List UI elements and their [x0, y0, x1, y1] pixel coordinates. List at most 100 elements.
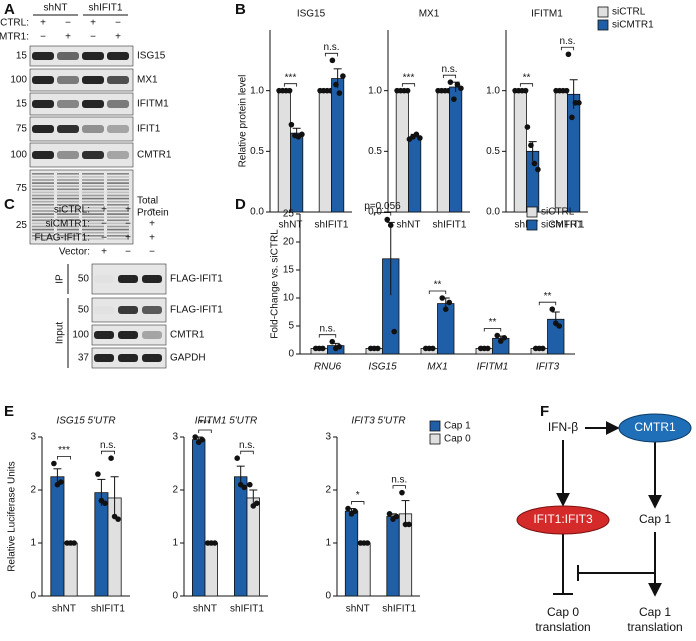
- data-point: [539, 345, 546, 352]
- significance-label: n.s.: [239, 440, 255, 451]
- significance-bracket: [401, 83, 416, 87]
- blot-band: [57, 207, 79, 209]
- legend-swatch: [597, 6, 609, 18]
- data-point: [364, 540, 371, 546]
- data-point: [535, 166, 541, 173]
- data-point: [102, 500, 108, 507]
- lane-sign: −: [40, 32, 46, 43]
- significance-bracket: [519, 83, 534, 87]
- blot-band: [32, 182, 54, 184]
- mw-marker: 100: [72, 330, 89, 341]
- data-point: [387, 222, 394, 228]
- blot-band: [142, 354, 162, 362]
- blot-band: [107, 235, 129, 237]
- significance-bracket: [373, 212, 392, 216]
- blot-band: [107, 151, 129, 159]
- significance-bracket: [283, 83, 298, 87]
- x-tick-label: shNT: [52, 604, 76, 615]
- blot-band: [57, 228, 79, 231]
- bar: [395, 90, 409, 213]
- chart-title: IFITM1 5'UTR: [195, 416, 257, 427]
- data-point: [336, 90, 343, 96]
- diagram-node: CMTR1: [634, 420, 676, 434]
- data-point: [528, 142, 534, 149]
- blot-band: [57, 200, 79, 203]
- mw-marker: 50: [78, 274, 90, 285]
- blot-band: [107, 176, 129, 178]
- y-tick-label: 1: [325, 538, 331, 549]
- blot-band: [118, 331, 138, 339]
- blot-band: [82, 191, 104, 194]
- data-point: [446, 299, 453, 306]
- significance-bracket: [57, 456, 71, 460]
- significance-bracket: [198, 429, 212, 433]
- ifit-node: [516, 505, 610, 535]
- y-axis-label: Relative protein level: [238, 75, 249, 168]
- bar: [277, 90, 291, 213]
- legend-swatch: [429, 420, 441, 432]
- data-point: [454, 81, 461, 88]
- chart-title: ISG15: [297, 9, 326, 20]
- blot-band: [32, 176, 54, 178]
- blot-band: [57, 185, 79, 187]
- blot-band: [107, 125, 129, 133]
- blot-band: [82, 235, 104, 237]
- data-point: [51, 460, 57, 467]
- blot-band: [107, 194, 129, 197]
- data-point: [451, 96, 457, 102]
- panel-label: F: [540, 403, 549, 420]
- data-point: [345, 505, 351, 512]
- blot-band: [107, 228, 129, 231]
- blot-band: [107, 225, 129, 228]
- blot-band: [32, 210, 54, 212]
- mw-marker: 75: [16, 183, 28, 194]
- lane-sign: +: [101, 205, 107, 216]
- blot-band: [82, 225, 104, 228]
- data-point: [234, 455, 240, 462]
- x-tick-label: shNT: [279, 220, 303, 231]
- panel-label: E: [4, 403, 14, 420]
- blot-band: [57, 182, 79, 184]
- data-point: [247, 481, 253, 488]
- bar: [290, 132, 304, 213]
- significance-bracket: [442, 74, 457, 79]
- data-point: [439, 295, 446, 301]
- bar: [449, 86, 463, 213]
- data-point: [556, 323, 563, 329]
- y-tick-label: 3: [30, 432, 36, 443]
- legend-label: siCTRL: [612, 7, 646, 18]
- blot-band: [107, 204, 129, 206]
- blot-band: [32, 188, 54, 191]
- blot-band: [57, 125, 79, 133]
- x-tick-label: shIFIT1: [91, 604, 125, 615]
- blot-band: [82, 100, 104, 108]
- y-tick-label: 3: [172, 432, 178, 443]
- y-tick-label: 25: [283, 209, 295, 220]
- blot-band: [57, 222, 79, 225]
- bar: [357, 542, 371, 597]
- y-tick-label: 2: [172, 485, 178, 496]
- significance-label: *: [356, 490, 360, 501]
- data-point: [399, 489, 405, 496]
- blot-band: [82, 125, 104, 133]
- y-tick-label: 20: [283, 237, 295, 248]
- blot-band: [82, 179, 104, 181]
- mw-marker: 100: [10, 150, 27, 161]
- blot-band: [57, 216, 79, 218]
- x-tick-label: shNT: [515, 220, 539, 231]
- x-tick-label: IFIT3: [536, 362, 560, 373]
- x-tick-label: IFITM1: [477, 362, 509, 373]
- blot-band: [107, 182, 129, 184]
- data-point: [447, 79, 454, 85]
- legend-label: siCTRL: [541, 207, 575, 218]
- blot-band: [82, 185, 104, 187]
- condition-label: siCMTR1:: [0, 32, 29, 43]
- data-point: [531, 160, 538, 167]
- significance-label: n.s.: [100, 440, 116, 451]
- lane-sign: +: [65, 32, 71, 43]
- blot-band: [57, 213, 79, 215]
- significance-label: **: [544, 291, 552, 302]
- lane-sign: +: [125, 205, 131, 216]
- lane-sign: +: [149, 233, 155, 244]
- data-point: [563, 87, 570, 94]
